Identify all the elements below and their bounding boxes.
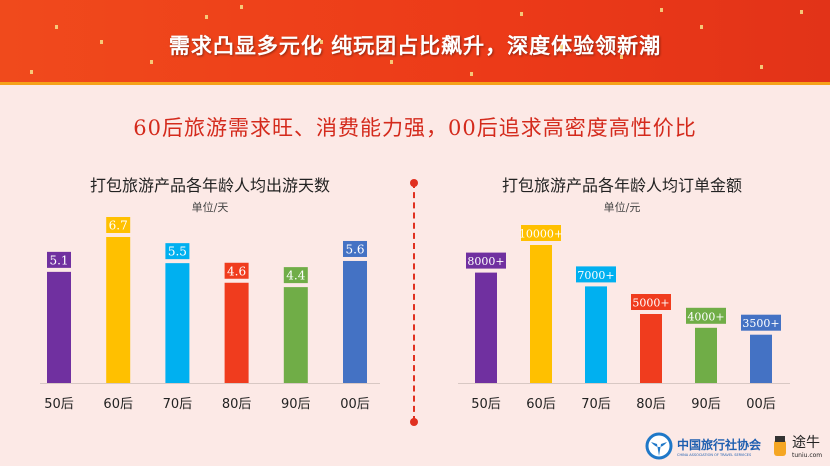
data-label: 4000+ xyxy=(687,310,724,323)
confetti-speck xyxy=(660,8,663,12)
confetti-speck xyxy=(700,25,703,29)
chart-unit-right: 单位/元 xyxy=(603,201,641,214)
bar-50后 xyxy=(475,272,497,383)
tuniu-mascot-icon xyxy=(774,435,786,456)
divider xyxy=(413,182,415,422)
confetti-speck xyxy=(800,10,803,14)
bar-00后 xyxy=(343,260,367,383)
data-label-box xyxy=(106,217,131,233)
bar-50后 xyxy=(47,271,71,383)
bar-80后 xyxy=(224,282,249,383)
data-label: 5.5 xyxy=(168,245,187,259)
data-label: 5.6 xyxy=(345,242,364,256)
x-tick-label: 90后 xyxy=(691,397,721,412)
confetti-speck xyxy=(620,55,623,59)
chart-unit-left: 单位/天 xyxy=(191,201,229,214)
brand-name: 途牛 xyxy=(792,435,820,451)
confetti-speck xyxy=(30,70,33,74)
confetti-speck xyxy=(150,60,153,64)
bar-60后 xyxy=(106,237,131,383)
x-tick-label: 60后 xyxy=(526,397,556,412)
tuniu-logo: 途牛 tuniu.com xyxy=(772,432,822,459)
bar-80后 xyxy=(640,314,662,383)
x-tick-label: 90后 xyxy=(281,397,311,412)
confetti-speck xyxy=(320,40,323,44)
confetti-speck xyxy=(390,60,393,64)
chart-title-right: 打包旅游产品各年龄人均订单金额 xyxy=(501,176,742,195)
org-emblem-icon xyxy=(645,432,673,460)
x-tick-label: 80后 xyxy=(636,397,666,412)
data-label-box xyxy=(283,267,308,284)
x-tick-label: 70后 xyxy=(581,397,611,412)
data-label: 4.4 xyxy=(286,269,305,283)
confetti-speck xyxy=(205,15,208,19)
data-label-box xyxy=(521,225,561,241)
page-title: 需求凸显多元化 纯玩团占比飙升，深度体验领新潮 xyxy=(168,34,662,58)
org-name: 中国旅行社协会 xyxy=(677,437,762,452)
data-label-box xyxy=(576,266,616,283)
x-tick-label: 00后 xyxy=(746,397,776,412)
x-tick-label: 00后 xyxy=(340,397,370,412)
confetti-speck xyxy=(240,5,243,9)
confetti-speck xyxy=(100,40,103,44)
data-label-box xyxy=(165,243,190,260)
x-tick-label: 60后 xyxy=(103,397,133,412)
header-banner: 需求凸显多元化 纯玩团占比飙升，深度体验领新潮 xyxy=(0,0,830,85)
confetti-speck xyxy=(520,12,523,16)
divider-dot-bottom xyxy=(410,418,418,426)
x-tick-label: 50后 xyxy=(44,397,74,412)
bar-70后 xyxy=(585,286,607,383)
brand-url: tuniu.com xyxy=(792,452,823,459)
data-label-box xyxy=(741,314,781,331)
data-label: 5000+ xyxy=(632,297,669,310)
bar-90后 xyxy=(695,327,717,383)
chart-title-left: 打包旅游产品各年龄人均出游天数 xyxy=(89,176,330,195)
data-label: 4.6 xyxy=(227,264,246,278)
confetti-speck xyxy=(560,45,563,49)
bar-90后 xyxy=(283,287,308,383)
data-label: 5.1 xyxy=(49,253,68,267)
x-tick-label: 50后 xyxy=(471,397,501,412)
x-tick-label: 80后 xyxy=(222,397,252,412)
data-label-box xyxy=(224,262,249,279)
data-label: 10000+ xyxy=(519,228,563,241)
data-label-box xyxy=(466,252,506,269)
bar-00后 xyxy=(750,334,772,383)
bar-60后 xyxy=(530,245,552,383)
data-label-box xyxy=(631,294,671,310)
data-label: 6.7 xyxy=(109,219,128,233)
data-label-box xyxy=(686,307,726,324)
data-label: 3500+ xyxy=(742,317,779,330)
org-logo: 中国旅行社协会 CHINA ASSOCIATION OF TRAVEL SERV… xyxy=(645,432,761,460)
confetti-speck xyxy=(760,65,763,69)
data-label-box xyxy=(343,240,367,257)
data-label: 7000+ xyxy=(577,269,614,282)
org-name-en: CHINA ASSOCIATION OF TRAVEL SERVICES xyxy=(677,452,752,457)
confetti-speck xyxy=(55,25,58,29)
data-label-box xyxy=(47,251,71,268)
subtitle: 60后旅游需求旺、消费能力强，00后追求高密度高性价比 xyxy=(133,116,697,140)
confetti-speck xyxy=(470,72,473,76)
bar-70后 xyxy=(165,263,190,383)
data-label: 8000+ xyxy=(467,255,504,268)
x-tick-label: 70后 xyxy=(163,397,193,412)
